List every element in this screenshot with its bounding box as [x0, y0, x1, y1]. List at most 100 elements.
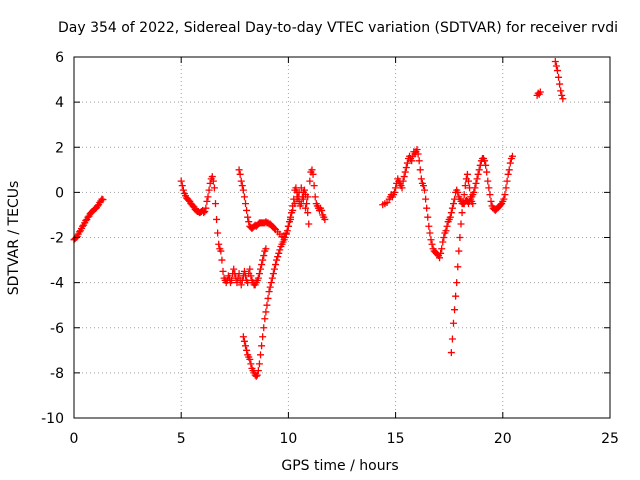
data-point [259, 256, 267, 264]
data-point [270, 265, 278, 273]
data-point [469, 200, 477, 208]
data-point [454, 188, 462, 196]
data-point [558, 91, 566, 99]
data-point [292, 184, 300, 192]
data-point [212, 200, 220, 208]
data-point [391, 188, 399, 196]
data-point [237, 177, 245, 185]
y-tick-label: -4 [50, 276, 64, 292]
data-point [306, 177, 314, 185]
data-point [260, 252, 268, 260]
data-point [470, 188, 478, 196]
data-point [242, 342, 250, 350]
data-point [311, 193, 319, 201]
data-point [427, 236, 435, 244]
data-point [230, 265, 238, 273]
data-point [309, 170, 317, 178]
data-point [508, 152, 516, 160]
data-point [274, 253, 282, 261]
data-point [483, 168, 491, 176]
data-point [415, 157, 423, 165]
data-point [240, 267, 248, 275]
data-point [240, 193, 248, 201]
data-point [321, 215, 329, 223]
data-points [70, 58, 567, 380]
data-point [262, 245, 270, 253]
data-point [263, 301, 271, 309]
data-point [254, 367, 262, 375]
data-point [447, 349, 455, 357]
y-tick-label: 0 [55, 185, 64, 201]
data-point [177, 177, 185, 185]
data-point [290, 195, 298, 203]
data-point [302, 204, 310, 212]
data-point [500, 195, 508, 203]
data-point [228, 276, 236, 284]
data-point [502, 184, 510, 192]
y-tick-label: -2 [50, 231, 64, 247]
data-point [484, 177, 492, 185]
data-point [487, 197, 495, 205]
data-point [448, 335, 456, 343]
y-tick-label: -8 [50, 366, 64, 382]
data-point [257, 351, 265, 359]
data-point [461, 182, 469, 190]
data-point [446, 213, 454, 221]
x-axis-label: GPS time / hours [281, 458, 398, 474]
data-point [255, 360, 263, 368]
data-point [428, 240, 436, 248]
data-point [416, 166, 424, 174]
data-point [239, 186, 247, 194]
data-point [439, 238, 447, 246]
data-point [474, 170, 482, 178]
data-point [559, 95, 567, 103]
data-point [282, 230, 290, 238]
data-point [252, 372, 260, 380]
data-point [243, 346, 251, 354]
data-point [268, 274, 276, 282]
data-point [203, 197, 211, 205]
data-point [281, 234, 289, 241]
data-point [442, 227, 450, 235]
data-point [255, 270, 263, 278]
data-point [246, 355, 254, 363]
data-point [485, 184, 493, 192]
data-point [425, 222, 433, 230]
data-point [408, 157, 416, 165]
data-point [447, 209, 455, 217]
data-point [209, 177, 217, 185]
data-point [506, 159, 514, 167]
data-point [449, 200, 457, 208]
data-point [399, 177, 407, 185]
data-point [219, 267, 227, 275]
data-point [272, 261, 280, 269]
data-point [293, 188, 301, 196]
data-point [264, 294, 272, 302]
data-point [265, 288, 273, 296]
data-point [414, 150, 422, 158]
data-point [276, 246, 284, 254]
data-point [237, 281, 245, 289]
data-point [235, 270, 243, 278]
data-point [448, 204, 456, 212]
data-point [218, 256, 226, 264]
data-point [217, 247, 225, 255]
data-point [270, 224, 278, 232]
data-point [243, 206, 251, 214]
data-point [215, 240, 223, 248]
data-point [457, 220, 465, 228]
x-tick-label: 5 [177, 431, 186, 447]
data-point [284, 222, 292, 230]
data-point [556, 80, 564, 88]
data-point [258, 342, 266, 350]
y-tick-label: 2 [55, 140, 64, 156]
data-point [283, 227, 291, 235]
data-point [504, 170, 512, 178]
grid [74, 57, 610, 418]
data-point [202, 204, 210, 212]
data-point [503, 177, 511, 185]
data-point [551, 58, 559, 66]
data-point [239, 333, 247, 341]
axis-ticks: 0 5 10 15 20 25 -10 -8 -6 -4 -2 0 2 4 6 [41, 50, 619, 447]
data-point [289, 202, 297, 210]
